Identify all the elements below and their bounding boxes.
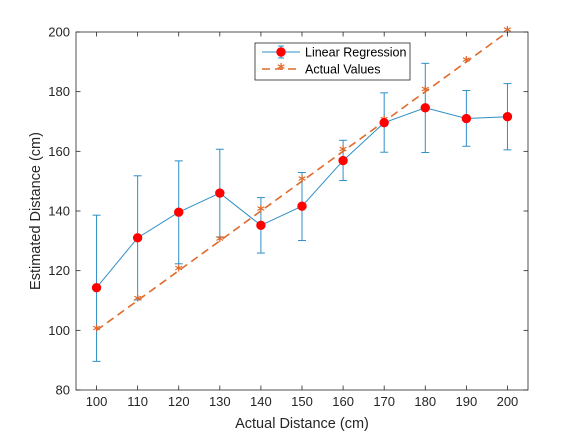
y-tick-label: 100	[48, 323, 70, 338]
x-tick-label: 170	[373, 394, 395, 409]
data-point-linear-regression	[420, 103, 430, 113]
data-point-linear-regression	[215, 188, 225, 198]
data-point-linear-regression	[502, 112, 513, 122]
markers: ***********	[91, 23, 513, 339]
y-tick-label: 160	[48, 144, 70, 159]
data-point-linear-regression	[132, 233, 143, 243]
legend-swatch-marker-actual-values: *	[277, 60, 285, 78]
x-tick-label: 110	[127, 394, 148, 409]
ticks: 100 110 120 130 140 150 160 170 180 190 200 80 100 12…	[48, 25, 528, 409]
legend-label-actual-values: Actual Values	[305, 63, 381, 77]
data-point-actual-values: *	[134, 292, 142, 310]
y-tick-label: 200	[48, 25, 70, 40]
data-point-actual-values: *	[339, 142, 347, 160]
data-point-actual-values: *	[298, 172, 306, 190]
x-tick-label: 130	[209, 394, 231, 409]
data-point-actual-values: *	[257, 202, 265, 220]
data-point-linear-regression	[91, 282, 102, 293]
x-tick-label: 200	[497, 394, 519, 409]
x-tick-label: 150	[291, 394, 313, 409]
legend-entry-linear-regression: Linear Regression	[262, 45, 406, 60]
data-point-linear-regression	[461, 113, 472, 124]
legend-label-linear-regression: Linear Regression	[305, 46, 406, 60]
y-tick-label: 180	[48, 84, 70, 99]
x-axis-label: Actual Distance (cm)	[235, 416, 369, 432]
y-tick-label: 140	[48, 204, 70, 219]
data-point-linear-regression	[338, 155, 348, 166]
x-tick-label: 160	[332, 394, 354, 409]
x-tick-label: 100	[86, 394, 108, 409]
y-tick-label: 80	[56, 383, 70, 398]
data-point-linear-regression	[379, 117, 389, 128]
data-point-linear-regression	[297, 201, 307, 211]
data-point-actual-values: *	[462, 53, 470, 71]
x-tick-label: 120	[168, 394, 190, 409]
legend-swatch-marker-linear-regression	[276, 47, 286, 57]
y-tick-label: 120	[48, 263, 70, 278]
series-line-actual-values	[96, 31, 508, 331]
x-tick-label: 140	[250, 394, 272, 409]
y-axis-label: Estimated Distance (cm)	[28, 132, 44, 290]
data-point-linear-regression	[256, 220, 266, 231]
legend-entry-actual-values: * Actual Values	[262, 60, 381, 78]
legend: Linear Regression * Actual Values	[254, 42, 411, 81]
x-tick-label: 190	[456, 394, 478, 409]
data-point-actual-values: *	[216, 232, 224, 250]
x-tick-label: 180	[414, 394, 436, 409]
data-point-actual-values: *	[421, 83, 429, 101]
data-point-actual-values: *	[93, 321, 101, 339]
data-point-linear-regression	[174, 207, 184, 217]
data-point-actual-values: *	[175, 262, 183, 280]
